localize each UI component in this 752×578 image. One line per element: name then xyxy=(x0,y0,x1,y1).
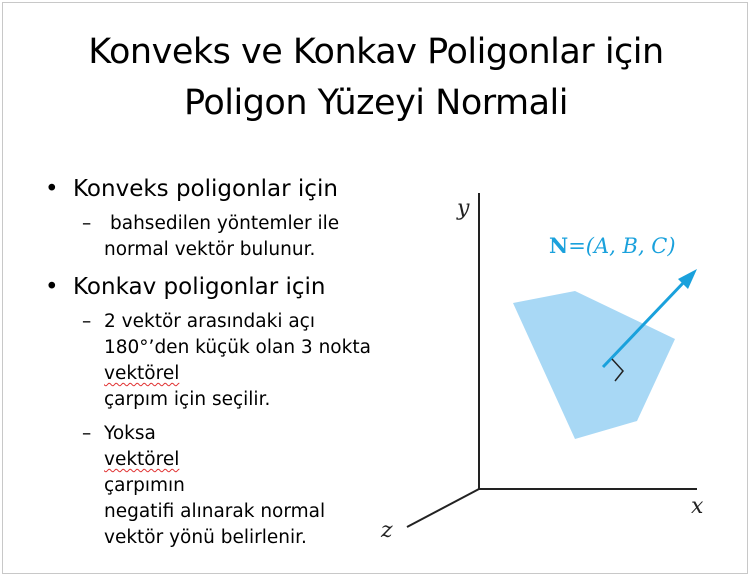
bullet-konkav: • Konkav poligonlar için xyxy=(45,271,425,303)
sub-bullet-line: normal vektör bulunur. xyxy=(104,239,316,260)
sub-bullet-line: bahsedilen yöntemler ile xyxy=(110,213,340,234)
normal-arrow-head xyxy=(678,269,697,289)
sub-bullet-text: çarpım için seçilir. xyxy=(104,389,271,410)
sub-bullet-text: Yoksa xyxy=(104,423,156,444)
normal-label-rest: =(A, B, C) xyxy=(568,234,675,258)
y-axis-label: y xyxy=(456,196,470,221)
normal-arrow-line xyxy=(601,279,687,369)
sub-bullet-konveks: – bahsedilen yöntemler ile normal vektör… xyxy=(45,211,425,263)
sub-bullet-text: çarpımın xyxy=(104,475,185,496)
title-line-2: Poligon Yüzeyi Normali xyxy=(183,83,569,123)
normal-vector-label: N=(A, B, C) xyxy=(549,233,676,258)
right-angle-marker xyxy=(611,358,624,382)
sub-bullet-line: Yoksa vektörel çarpımın xyxy=(104,421,425,499)
sub-bullet-line: vektörel çarpım için seçilir. xyxy=(104,361,425,413)
figure-svg: y x z N=(A, B, C) xyxy=(380,193,704,543)
bullet-label: Konkav poligonlar için xyxy=(73,274,326,300)
z-axis-label: z xyxy=(380,518,393,543)
sub-bullet-line: negatifi alınarak normal xyxy=(104,501,326,522)
body-text[interactable]: • Konveks poligonlar için – bahsedilen y… xyxy=(45,173,425,559)
x-axis-label: x xyxy=(691,494,704,519)
normal-label-bold: N xyxy=(549,233,568,258)
title-line-1: Konveks ve Konkav Poligonlar için xyxy=(88,32,664,72)
dash-icon: – xyxy=(82,311,92,332)
sub-bullet-line: 180°’den küçük olan 3 nokta xyxy=(104,337,371,358)
normal-vector-figure[interactable]: y x z N=(A, B, C) xyxy=(379,193,719,553)
z-axis-line xyxy=(406,488,480,528)
dash-icon: – xyxy=(82,213,92,234)
sub-bullet-konkav-1: – 2 vektör arasındaki açı 180°’den küçük… xyxy=(45,309,425,413)
bullet-dot-icon: • xyxy=(45,176,59,202)
bullet-konveks: • Konveks poligonlar için xyxy=(45,173,425,205)
spellcheck-word[interactable]: vektörel xyxy=(104,449,180,470)
bullet-label: Konveks poligonlar için xyxy=(73,176,338,202)
dash-icon: – xyxy=(82,423,92,444)
polygon-surface xyxy=(513,291,675,439)
spellcheck-word[interactable]: vektörel xyxy=(104,363,180,384)
sub-bullet-line: 2 vektör arasındaki açı xyxy=(104,311,315,332)
slide-title[interactable]: Konveks ve Konkav Poligonlar için Poligo… xyxy=(3,27,749,129)
sub-bullet-line: vektör yönü belirlenir. xyxy=(104,527,307,548)
bullet-dot-icon: • xyxy=(45,274,59,300)
sub-bullet-konkav-2: – Yoksa vektörel çarpımın negatifi alına… xyxy=(45,421,425,551)
